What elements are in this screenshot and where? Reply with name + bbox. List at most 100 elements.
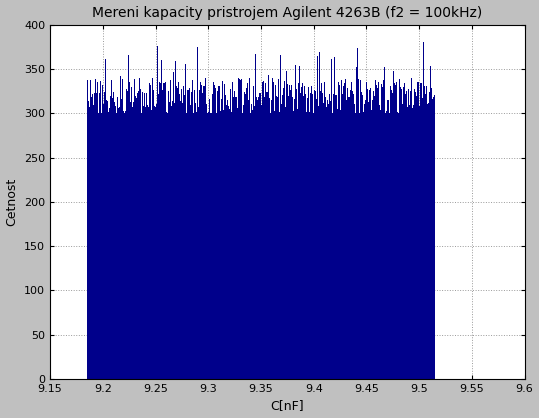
- Bar: [406, 91, 407, 379]
- Bar: [92, 94, 93, 379]
- Bar: [356, 66, 357, 379]
- Bar: [383, 80, 384, 379]
- Bar: [368, 102, 369, 379]
- Bar: [136, 98, 137, 379]
- Bar: [175, 61, 176, 379]
- Bar: [416, 96, 417, 379]
- Bar: [197, 47, 198, 379]
- Bar: [251, 104, 252, 379]
- Bar: [190, 104, 191, 379]
- Bar: [321, 92, 322, 379]
- Bar: [336, 95, 337, 379]
- Bar: [361, 92, 362, 379]
- Bar: [342, 94, 343, 379]
- Bar: [363, 112, 364, 379]
- Bar: [118, 89, 119, 379]
- Bar: [226, 104, 227, 379]
- Bar: [113, 92, 114, 379]
- Bar: [195, 103, 196, 379]
- Bar: [278, 79, 279, 379]
- Bar: [303, 96, 304, 379]
- Bar: [180, 101, 181, 379]
- X-axis label: C[nF]: C[nF]: [271, 400, 304, 413]
- Bar: [409, 105, 410, 379]
- Bar: [192, 80, 193, 379]
- Bar: [240, 80, 241, 379]
- Bar: [431, 78, 432, 379]
- Bar: [352, 91, 353, 379]
- Bar: [170, 90, 171, 379]
- Bar: [89, 107, 90, 379]
- Bar: [297, 109, 298, 379]
- Bar: [365, 100, 366, 379]
- Bar: [249, 78, 250, 379]
- Bar: [230, 89, 231, 379]
- Bar: [265, 83, 266, 379]
- Bar: [143, 106, 144, 379]
- Bar: [228, 106, 229, 379]
- Bar: [234, 112, 235, 379]
- Bar: [326, 83, 327, 379]
- Bar: [286, 71, 287, 379]
- Bar: [298, 83, 299, 379]
- Bar: [160, 83, 161, 379]
- Bar: [209, 82, 210, 379]
- Bar: [417, 82, 418, 379]
- Bar: [279, 112, 280, 379]
- Bar: [223, 110, 224, 379]
- Bar: [186, 109, 187, 379]
- Bar: [388, 100, 389, 379]
- Bar: [289, 85, 290, 379]
- Bar: [359, 113, 360, 379]
- Bar: [285, 107, 286, 379]
- Bar: [147, 104, 148, 379]
- Bar: [256, 97, 257, 379]
- Bar: [304, 86, 305, 379]
- Bar: [294, 99, 295, 379]
- Bar: [161, 79, 162, 379]
- Bar: [150, 85, 151, 379]
- Bar: [246, 88, 247, 379]
- Bar: [292, 97, 293, 379]
- Bar: [179, 80, 180, 379]
- Bar: [117, 97, 118, 379]
- Bar: [395, 85, 396, 379]
- Bar: [344, 83, 345, 379]
- Bar: [173, 72, 174, 379]
- Bar: [108, 68, 109, 379]
- Bar: [312, 95, 313, 379]
- Bar: [203, 86, 204, 379]
- Bar: [145, 113, 146, 379]
- Bar: [115, 91, 116, 379]
- Bar: [208, 112, 209, 379]
- Bar: [327, 100, 328, 379]
- Bar: [421, 82, 423, 379]
- Bar: [434, 95, 435, 379]
- Bar: [288, 96, 289, 379]
- Bar: [373, 91, 374, 379]
- Bar: [396, 82, 397, 379]
- Bar: [191, 92, 192, 379]
- Bar: [122, 79, 123, 379]
- Bar: [93, 104, 94, 379]
- Bar: [103, 95, 105, 379]
- Bar: [273, 85, 274, 379]
- Bar: [120, 76, 121, 379]
- Bar: [408, 89, 409, 379]
- Bar: [96, 112, 98, 379]
- Bar: [364, 104, 365, 379]
- Bar: [283, 88, 284, 379]
- Bar: [107, 101, 108, 379]
- Title: Mereni kapacity pristrojem Agilent 4263B (f2 = 100kHz): Mereni kapacity pristrojem Agilent 4263B…: [92, 5, 482, 20]
- Bar: [213, 86, 215, 379]
- Bar: [253, 86, 254, 379]
- Bar: [414, 82, 416, 379]
- Bar: [271, 83, 272, 379]
- Bar: [174, 103, 175, 379]
- Bar: [371, 104, 372, 379]
- Bar: [376, 85, 377, 379]
- Bar: [183, 86, 184, 379]
- Bar: [187, 89, 188, 379]
- Bar: [176, 86, 177, 379]
- Bar: [325, 97, 326, 379]
